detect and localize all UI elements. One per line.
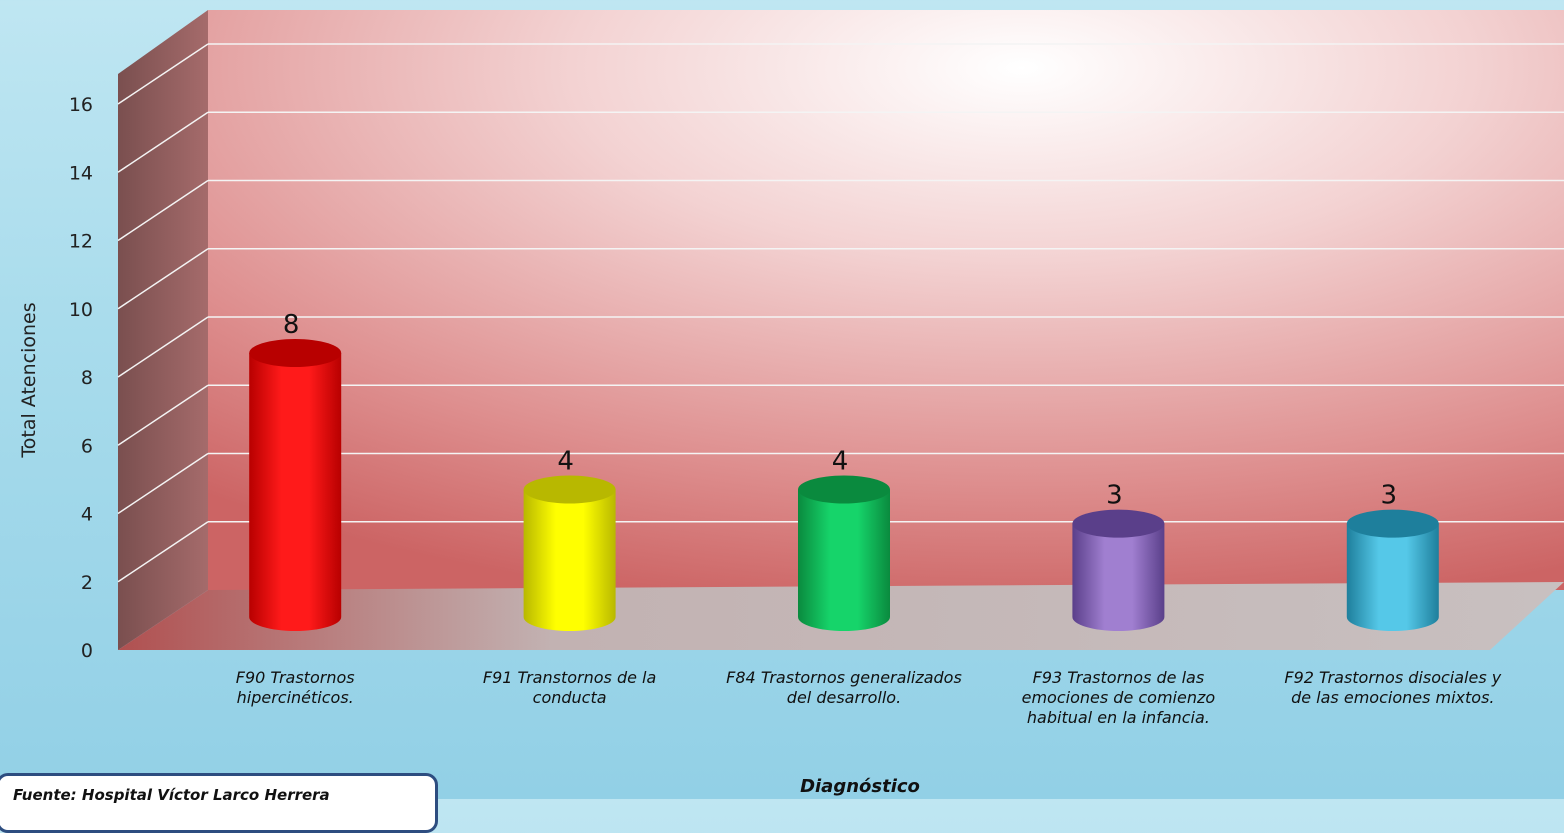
- bar: [249, 339, 342, 631]
- bar: [523, 475, 616, 631]
- bar-body: [249, 353, 342, 631]
- gridline-side: [117, 384, 209, 446]
- bar: [1346, 509, 1439, 631]
- x-tick-label-line: del desarrollo.: [786, 688, 902, 707]
- x-tick-label-line: habitual en la infancia.: [1026, 708, 1210, 727]
- x-tick-label-line: F91 Transtornos de la: [482, 668, 657, 687]
- y-tick-label: 0: [81, 640, 93, 662]
- x-tick-label: F84 Trastornos generalizados del desarrol…: [714, 668, 974, 708]
- x-tick-label-line: F90 Trastornos: [235, 668, 355, 687]
- x-tick-label: F92 Trastornos disociales y de las emocio…: [1263, 668, 1523, 708]
- gridline-side: [117, 316, 209, 378]
- gridline-side: [117, 248, 209, 310]
- y-tick-label: 16: [69, 94, 93, 116]
- gridline-side: [117, 179, 209, 242]
- y-tick-label: 6: [81, 435, 93, 457]
- y-tick-label: 14: [69, 162, 93, 184]
- data-label: 3: [1381, 481, 1398, 511]
- x-tick-label-line: F92 Trastornos disociales y: [1284, 668, 1502, 687]
- x-axis-label: Diagnóstico: [800, 776, 920, 797]
- x-tick-label: F93 Trastornos de las emociones de comien…: [988, 668, 1248, 728]
- data-label: 4: [832, 447, 849, 477]
- x-tick-label: F90 Trastornos hipercinéticos.: [165, 668, 425, 708]
- gridline-side: [117, 521, 209, 583]
- bar-body: [523, 489, 616, 631]
- x-tick-label-line: F84 Trastornos generalizados: [726, 668, 962, 687]
- bar-top: [523, 475, 616, 504]
- y-tick-label: 4: [81, 504, 93, 526]
- gridline-side: [117, 43, 209, 105]
- data-label: 8: [283, 310, 300, 340]
- y-tick-label: 12: [69, 231, 93, 253]
- y-tick-label: 10: [69, 299, 93, 321]
- bar-body: [798, 489, 890, 631]
- chart: 0 2 4 6 8 10 12 14 16 8 4 4 3 3 Total Atenciones: [18, 10, 1564, 662]
- gridline-side: [117, 452, 209, 515]
- y-tick-label: 2: [81, 572, 93, 594]
- bar-top: [798, 475, 890, 504]
- side-wall: [118, 10, 208, 650]
- y-tick-label: 8: [81, 367, 93, 389]
- data-label: 3: [1106, 481, 1123, 511]
- y-axis-label: Total Atenciones: [18, 302, 40, 458]
- x-tick-label-line: hipercinéticos.: [236, 688, 354, 707]
- bar-top: [249, 339, 342, 367]
- bar: [1072, 509, 1165, 631]
- x-tick-label-line: de las emociones mixtos.: [1291, 688, 1495, 707]
- source-note: Fuente: Hospital Víctor Larco Herrera: [0, 773, 438, 833]
- gridline-side: [117, 111, 209, 173]
- bar: [798, 475, 890, 631]
- bar-body: [1346, 523, 1439, 631]
- x-tick-label: F91 Transtornos de la conducta: [440, 668, 700, 708]
- x-tick-label-line: F93 Trastornos de las: [1032, 668, 1205, 687]
- bar-body: [1072, 523, 1165, 631]
- bar-top: [1346, 509, 1439, 538]
- data-label: 4: [557, 447, 574, 477]
- x-tick-label-line: conducta: [532, 688, 607, 707]
- x-tick-label-line: emociones de comienzo: [1021, 688, 1216, 707]
- bar-top: [1072, 509, 1165, 538]
